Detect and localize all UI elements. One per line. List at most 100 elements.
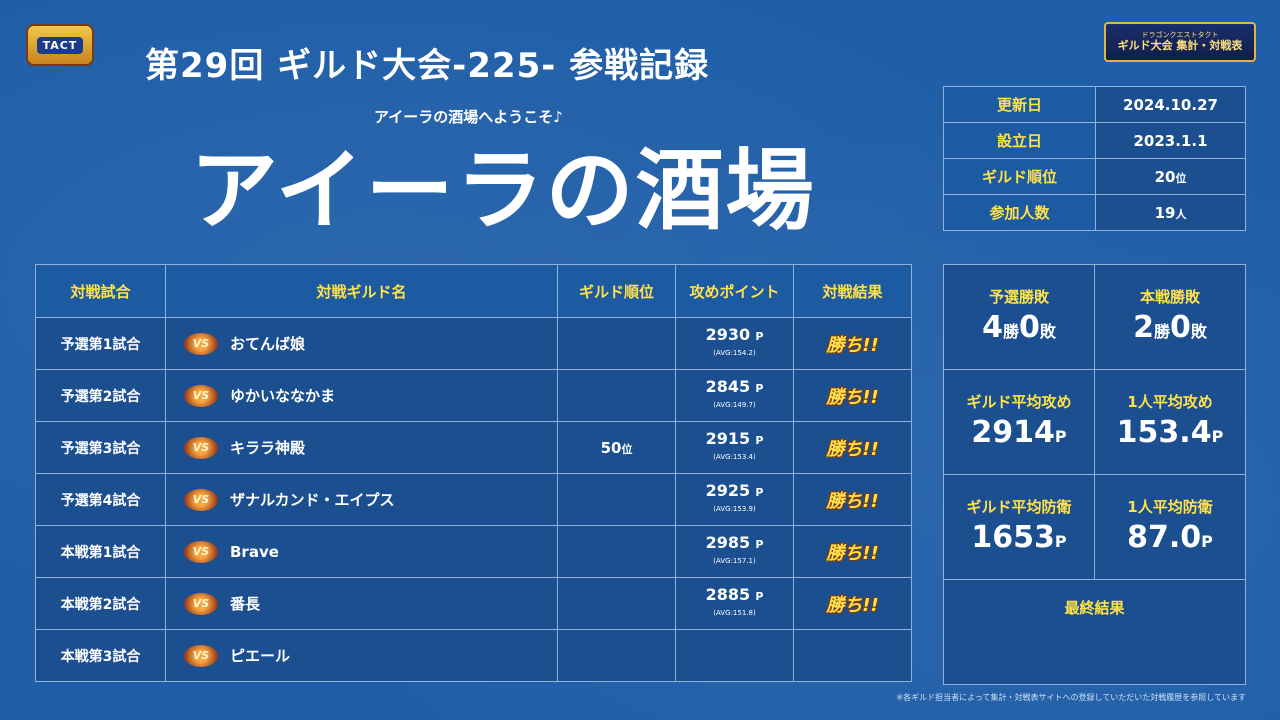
result-cell: 勝ち!! [793,473,912,526]
game-logo-text: TACT [36,36,84,54]
page-title: 第29回 ギルド大会-225- 参戦記録 [145,46,710,86]
header-opponent: 対戦ギルド名 [165,264,558,318]
round-cell: 本戦第1試合 [35,525,166,578]
stat-value: 2914P [971,414,1067,450]
points-average: (AVG:153.9) [713,504,756,513]
guild-info-table: 更新日 2024.10.27 設立日 2023.1.1 ギルド順位 20位 参加… [943,86,1246,231]
result-cell: 勝ち!! [793,317,912,370]
points-cell: 2885 P (AVG:151.8) [675,577,794,630]
stat-label: 1人平均防衛 [1127,497,1213,516]
result-cell: 勝ち!! [793,421,912,474]
opponent-name: 番長 [230,595,261,613]
vs-icon: VS [184,592,218,615]
tournament-logo: ドラゴンクエストタクト ギルド大会 集計・対戦表 [1104,22,1256,62]
header-rank: ギルド順位 [557,264,676,318]
members-unit: 人 [1175,207,1187,221]
final-result: 最終結果 [944,579,1245,618]
points-value: 2885 [705,584,751,604]
points-value: 2925 [705,480,751,500]
members-number: 19 [1154,203,1176,222]
points-average: (AVG:151.8) [713,608,756,617]
result-cell: 勝ち!! [793,525,912,578]
match-table: 対戦試合 対戦ギルド名 ギルド順位 攻めポイント 対戦結果 予選第1試合 VS おて… [35,264,912,682]
opponent-name: ザナルカンド・エイプス [230,491,395,509]
vs-icon: VS [184,384,218,407]
table-row: 予選第4試合 VS ザナルカンド・エイプス 2925 P (AVG:153.9) 勝ち!! [35,473,912,526]
stat-value: 2勝0敗 [1133,309,1207,345]
result-cell: 勝ち!! [793,577,912,630]
vs-icon: VS [184,488,218,511]
stat-person-avg-attack: 1人平均攻め 153.4P [1095,370,1245,474]
opponent-cell: VS Brave [165,525,558,578]
tournament-logo-text: ギルド大会 集計・対戦表 [1117,39,1243,52]
round-cell: 予選第4試合 [35,473,166,526]
points-value: 2930 [705,324,751,344]
rank-cell [557,369,676,422]
table-row: 予選第2試合 VS ゆかいななかま 2845 P (AVG:149.7) 勝ち!! [35,369,912,422]
round-cell: 本戦第2試合 [35,577,166,630]
table-row: 本戦第2試合 VS 番長 2885 P (AVG:151.8) 勝ち!! [35,577,912,630]
stat-label: 予選勝敗 [988,287,1049,306]
stats-panel: 予選勝敗 4勝0敗 本戦勝敗 2勝0敗 ギルド平均攻め 2914P 1人平均攻め… [943,264,1246,685]
points-unit: P [755,485,764,499]
opponent-name: ゆかいななかま [230,387,336,405]
points-cell: 2845 P (AVG:149.7) [675,369,794,422]
info-row-members: 参加人数 19人 [943,194,1246,231]
round-cell: 予選第2試合 [35,369,166,422]
round-cell: 予選第3試合 [35,421,166,474]
points-unit: P [755,537,764,551]
points-unit: P [755,589,764,603]
result-badge: 勝ち!! [826,490,879,512]
result-cell [793,629,912,682]
stat-label: ギルド平均防衛 [966,497,1072,516]
opponent-cell: VS おてんば娘 [165,317,558,370]
points-cell: 2985 P (AVG:157.1) [675,525,794,578]
vs-icon: VS [184,540,218,563]
rank-cell [557,525,676,578]
points-average: (AVG:149.7) [713,400,756,409]
stat-guild-avg-attack: ギルド平均攻め 2914P [944,370,1095,474]
opponent-name: Brave [230,542,279,561]
points-cell [675,629,794,682]
result-badge: 勝ち!! [826,594,879,616]
footnote: ※各ギルド担当者によって集計・対戦表サイトへの登録していただいた対戦履歴を参照し… [896,693,1246,702]
opponent-cell: VS 番長 [165,577,558,630]
stat-label: 本戦勝敗 [1139,287,1200,306]
header-points: 攻めポイント [675,264,794,318]
points-unit: P [755,433,764,447]
stat-value: 87.0P [1127,519,1213,555]
opponent-cell: VS キララ神殿 [165,421,558,474]
info-value: 20位 [1095,158,1246,195]
stat-value: 1653P [971,519,1067,555]
opponent-name: ピエール [230,647,291,665]
page-subtitle: アイーラの酒場へようこそ♪ [374,108,563,126]
rank-unit: 位 [621,442,633,456]
info-label: 参加人数 [943,194,1096,231]
points-value: 2845 [705,376,751,396]
stat-guild-avg-defense: ギルド平均防衛 1653P [944,475,1095,579]
points-cell: 2925 P (AVG:153.9) [675,473,794,526]
points-cell: 2915 P (AVG:153.4) [675,421,794,474]
info-label: ギルド順位 [943,158,1096,195]
vs-icon: VS [184,436,218,459]
header-result: 対戦結果 [793,264,912,318]
stat-value: 4勝0敗 [982,309,1056,345]
info-value: 2023.1.1 [1095,122,1246,159]
info-row-updated: 更新日 2024.10.27 [943,86,1246,123]
info-label: 設立日 [943,122,1096,159]
tournament-logo-subtext: ドラゴンクエストタクト [1141,31,1219,39]
points-cell: 2930 P (AVG:154.2) [675,317,794,370]
result-badge: 勝ち!! [826,542,879,564]
header-round: 対戦試合 [35,264,166,318]
opponent-cell: VS ゆかいななかま [165,369,558,422]
result-badge: 勝ち!! [826,438,879,460]
vs-icon: VS [184,644,218,667]
stat-prelim-record: 予選勝敗 4勝0敗 [944,265,1095,369]
table-row: 予選第3試合 VS キララ神殿 50位 2915 P (AVG:153.4) 勝ち!! [35,421,912,474]
round-cell: 本戦第3試合 [35,629,166,682]
points-unit: P [755,381,764,395]
result-badge: 勝ち!! [826,334,879,356]
round-cell: 予選第1試合 [35,317,166,370]
rank-cell [557,473,676,526]
final-result-label: 最終結果 [1064,599,1125,617]
